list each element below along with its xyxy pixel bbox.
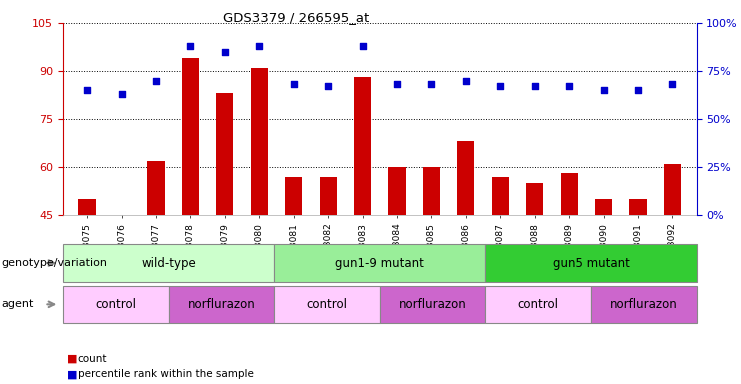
Bar (423, 167, 440, 215)
Point (322, 83, 334, 89)
Text: agent: agent (1, 299, 34, 310)
Text: norflurazon: norflurazon (610, 298, 677, 311)
Text: ■: ■ (67, 369, 77, 379)
Text: count: count (78, 354, 107, 364)
Point (288, 81, 299, 88)
Bar (147, 161, 165, 215)
Text: norflurazon: norflurazon (187, 298, 255, 311)
Point (219, 49, 230, 55)
Bar (319, 177, 336, 215)
Text: genotype/variation: genotype/variation (1, 258, 107, 268)
Text: gun1-9 mutant: gun1-9 mutant (336, 257, 424, 270)
Point (150, 78, 162, 84)
Text: control: control (518, 298, 559, 311)
Point (425, 81, 437, 88)
Point (185, 43, 196, 49)
Point (82, 87, 93, 93)
Text: control: control (307, 298, 348, 311)
Text: norflurazon: norflurazon (399, 298, 466, 311)
Bar (457, 141, 474, 215)
Bar (492, 177, 509, 215)
Point (494, 83, 506, 89)
Bar (216, 93, 233, 215)
Bar (629, 199, 647, 215)
Text: gun5 mutant: gun5 mutant (553, 257, 629, 270)
Point (460, 78, 472, 84)
Text: percentile rank within the sample: percentile rank within the sample (78, 369, 253, 379)
Bar (285, 177, 302, 215)
Point (356, 43, 368, 49)
Text: control: control (96, 298, 136, 311)
Bar (595, 199, 612, 215)
Bar (664, 164, 681, 215)
Point (529, 83, 541, 89)
Bar (388, 167, 405, 215)
Bar (354, 78, 371, 215)
Point (253, 43, 265, 49)
Text: GDS3379 / 266595_at: GDS3379 / 266595_at (223, 12, 370, 25)
Point (598, 87, 610, 93)
Bar (182, 58, 199, 215)
Text: wild-type: wild-type (142, 257, 196, 270)
Bar (560, 174, 578, 215)
Point (632, 87, 644, 93)
Point (391, 81, 403, 88)
Bar (250, 68, 268, 215)
Point (116, 91, 127, 97)
Bar (79, 199, 96, 215)
Point (563, 83, 575, 89)
Bar (526, 183, 543, 215)
Point (666, 81, 678, 88)
Text: ■: ■ (67, 354, 77, 364)
